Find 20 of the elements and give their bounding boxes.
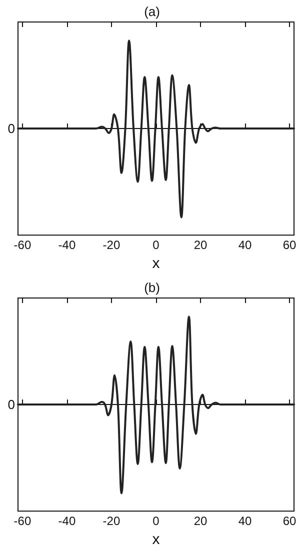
chart-title: (b)	[144, 280, 160, 295]
x-axis-title: x	[152, 255, 160, 272]
x-tick-label: 20	[194, 238, 208, 252]
x-tick-label: -20	[102, 238, 120, 252]
chart-title: (a)	[144, 4, 160, 19]
x-tick-label: 40	[238, 238, 252, 252]
x-tick-label: 60	[282, 238, 297, 252]
x-tick-label: -60	[14, 514, 32, 528]
x-axis-title: x	[152, 531, 160, 548]
x-tick-label: 20	[194, 514, 208, 528]
x-tick-label: -40	[58, 238, 76, 252]
x-tick-label: -60	[14, 238, 32, 252]
text: 0	[8, 397, 15, 412]
x-tick-label: -20	[102, 514, 120, 528]
x-tick-label: 0	[152, 514, 160, 528]
x-tick-label: 40	[238, 514, 252, 528]
text: 0	[8, 121, 15, 136]
x-tick-label: -40	[58, 514, 76, 528]
x-tick-label: 0	[152, 238, 160, 252]
x-tick-label: 60	[282, 514, 297, 528]
